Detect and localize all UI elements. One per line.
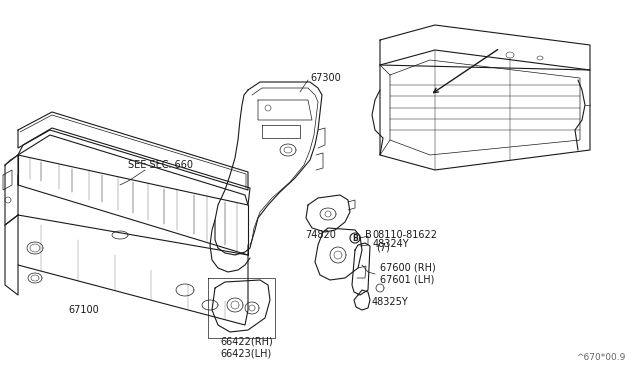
Text: 66422(RH): 66422(RH): [220, 337, 273, 347]
Text: ^670*00.9: ^670*00.9: [575, 353, 625, 362]
Text: 66423(LH): 66423(LH): [220, 349, 271, 359]
Text: 67100: 67100: [68, 305, 99, 315]
Text: 67600 (RH): 67600 (RH): [380, 263, 436, 273]
Text: B: B: [352, 234, 358, 243]
Text: 08110-81622: 08110-81622: [372, 230, 437, 240]
Text: 67300: 67300: [310, 73, 340, 83]
Text: 48325Y: 48325Y: [372, 297, 409, 307]
Text: B: B: [365, 230, 372, 240]
Text: 74820: 74820: [305, 230, 336, 240]
Text: (7): (7): [376, 242, 390, 252]
Text: 67601 (LH): 67601 (LH): [380, 275, 435, 285]
Text: SEE SEC. 660: SEE SEC. 660: [128, 160, 193, 170]
Text: 48324Y: 48324Y: [373, 239, 410, 249]
